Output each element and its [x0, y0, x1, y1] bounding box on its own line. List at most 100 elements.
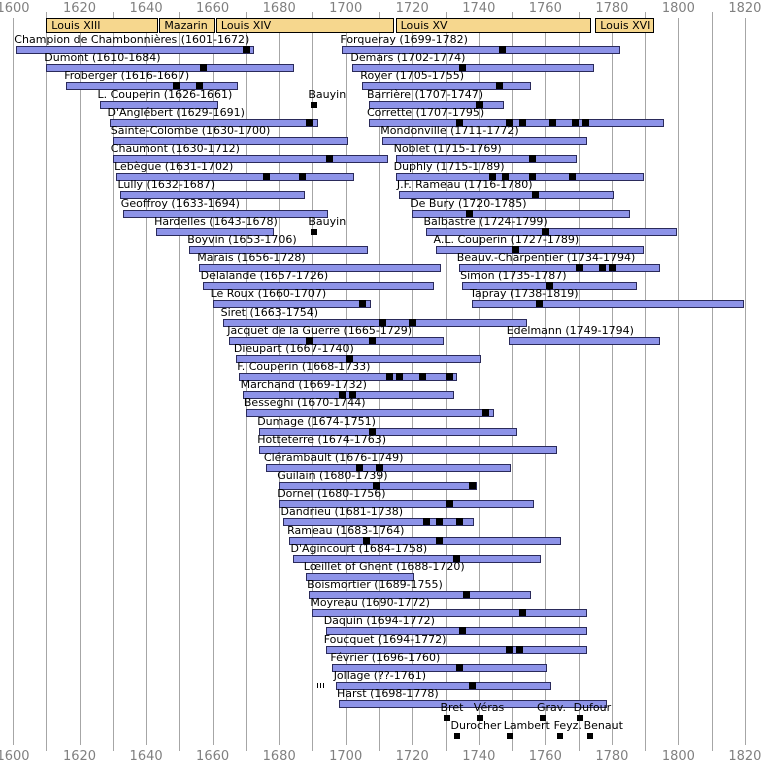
- publication-marker: [568, 173, 576, 181]
- lifespan-bar: [342, 46, 621, 54]
- unknown-birth-hatch: [316, 683, 318, 688]
- publication-marker: [532, 191, 540, 199]
- year-gridline: [46, 12, 48, 751]
- composer-label: J.F. Rameau (1716-1780): [396, 178, 533, 192]
- publication-marker: [376, 463, 383, 471]
- lifespan-bar: [312, 609, 588, 618]
- top-axis-label: 1640: [129, 1, 163, 16]
- top-axis-label: 1660: [196, 1, 230, 16]
- composer-label: Lully (1632-1687): [117, 178, 216, 192]
- top-axis-label: 1620: [62, 1, 97, 16]
- footer-composer-marker: [576, 715, 583, 721]
- publication-marker: [455, 518, 463, 526]
- publication-marker: [445, 373, 453, 381]
- lifespan-bar: [395, 173, 644, 182]
- publication-marker: [356, 463, 363, 471]
- lifespan-bar: [112, 155, 388, 163]
- year-gridline: [13, 18, 14, 745]
- reign-label: Louis XV: [400, 19, 448, 32]
- reign-label: Louis XIV: [220, 19, 272, 32]
- footer-composer-label: Durocher: [450, 719, 502, 732]
- publication-marker: [529, 155, 536, 162]
- publication-marker: [505, 118, 513, 126]
- publication-marker: [242, 46, 250, 53]
- composer-label: Simon (1735-1787): [460, 269, 567, 283]
- lifespan-bar: [305, 572, 415, 581]
- lifespan-bar: [435, 245, 644, 254]
- composer-label: Foucquet (1694-1772): [323, 632, 447, 646]
- composer-label: A.L. Couperin (1727-1789): [433, 232, 580, 246]
- composer-label: Boismortier (1689-1755): [307, 578, 443, 592]
- lifespan-bar: [458, 264, 661, 272]
- composer-label: Balbastre (1724-1799): [423, 214, 548, 228]
- publication-marker: [409, 318, 417, 326]
- reign-label: Mazarin: [164, 19, 208, 32]
- composer-label: Champion de Chambonnières (1601-1672): [14, 33, 250, 46]
- lifespan-bar: [362, 82, 531, 91]
- composer-label: Hardelles (1643-1678): [154, 214, 278, 228]
- lifespan-bar: [99, 100, 218, 109]
- bottom-axis-label: 1620: [62, 749, 97, 764]
- publication-marker: [575, 264, 583, 271]
- bottom-axis-label: 1780: [595, 749, 629, 764]
- lifespan-bar: [222, 318, 528, 327]
- lifespan-bar: [109, 118, 318, 127]
- composer-label: Tapray (1738-1819): [470, 287, 579, 301]
- publication-marker: [452, 554, 460, 562]
- lifespan-bar: [508, 336, 661, 345]
- publication-marker: [386, 373, 393, 381]
- lifespan-bar: [245, 409, 495, 418]
- top-axis-label: 1820: [728, 1, 762, 16]
- publication-marker: [502, 173, 510, 181]
- composer-label: Marais (1656-1728): [197, 251, 306, 264]
- composer-label: De Bury (1720-1785): [410, 196, 527, 210]
- publication-marker: [326, 155, 334, 162]
- lifespan-bar: [352, 64, 594, 73]
- publication-marker: [459, 627, 467, 635]
- publication-marker: [299, 173, 307, 181]
- publication-marker: [419, 373, 427, 381]
- publication-marker: [489, 173, 497, 181]
- top-axis-label: 1740: [462, 1, 496, 16]
- year-gridline: [611, 18, 613, 745]
- publication-marker: [515, 645, 523, 653]
- lifespan-bar: [202, 282, 435, 291]
- year-gridline: [112, 12, 114, 751]
- composer-label: Demars (1702-1774): [350, 51, 466, 65]
- publication-marker: [306, 118, 314, 126]
- annotation-marker: [311, 228, 318, 235]
- lifespan-bar: [122, 209, 328, 218]
- lifespan-bar: [259, 427, 518, 436]
- lifespan-bar: [16, 46, 255, 54]
- footer-composer-label: Véras: [473, 701, 505, 714]
- annotation-label: Bauyin: [308, 214, 347, 228]
- year-gridline: [645, 12, 647, 751]
- footer-composer-marker: [506, 733, 513, 739]
- publication-marker: [435, 518, 443, 526]
- composer-label: Delalande (1657-1726): [200, 269, 329, 283]
- year-gridline: [179, 12, 181, 751]
- composer-label: Noblet (1715-1769): [393, 142, 502, 155]
- publication-marker: [572, 118, 580, 126]
- composer-label: Beauv.-Charpentier (1734-1794): [456, 251, 636, 264]
- bottom-axis-label: 1640: [129, 749, 163, 764]
- publication-marker: [455, 118, 463, 126]
- publication-marker: [362, 536, 370, 544]
- publication-marker: [196, 82, 204, 90]
- footer-composer-label: Bret: [440, 701, 464, 714]
- composer-label: Le Roux (1660-1707): [210, 287, 327, 301]
- year-gridline: [79, 18, 81, 745]
- year-gridline: [711, 12, 713, 751]
- lifespan-bar: [242, 391, 455, 400]
- composer-label: Marchand (1669-1732): [240, 378, 367, 392]
- year-gridline: [146, 18, 148, 745]
- publication-marker: [549, 118, 556, 126]
- reign-bar-louis-xv: [395, 18, 591, 33]
- composer-label: Royer (1705-1755): [360, 69, 465, 83]
- publication-marker: [306, 336, 314, 344]
- top-axis-label: 1780: [595, 1, 629, 16]
- bottom-axis-label: 1660: [196, 749, 230, 764]
- composer-label: Daquin (1694-1772): [323, 614, 435, 628]
- lifespan-bar: [279, 500, 535, 509]
